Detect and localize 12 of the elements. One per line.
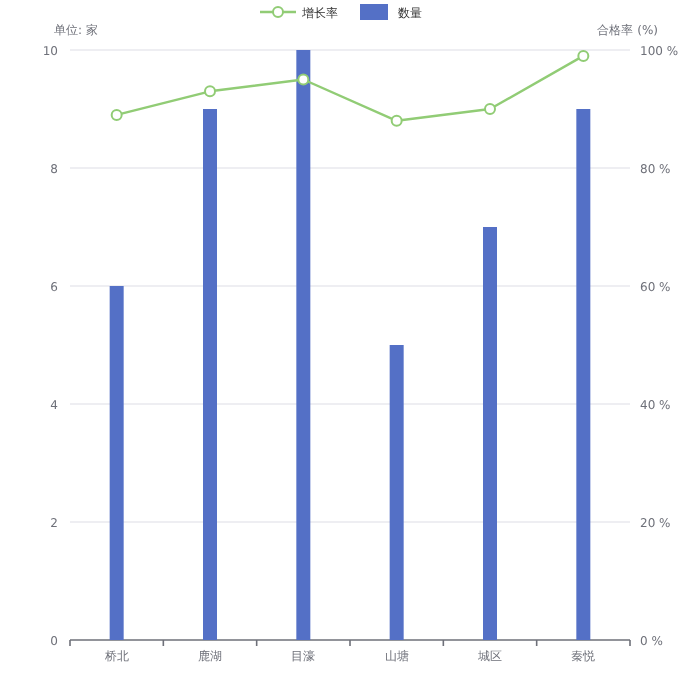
bar [483, 227, 497, 640]
bar [296, 50, 311, 640]
point [110, 108, 123, 121]
point [577, 49, 590, 62]
point [484, 103, 496, 115]
bar [203, 109, 217, 640]
bar [109, 286, 124, 640]
point [204, 85, 216, 98]
bar [576, 109, 591, 640]
point [390, 114, 403, 127]
point [297, 73, 310, 86]
bar [389, 345, 404, 640]
